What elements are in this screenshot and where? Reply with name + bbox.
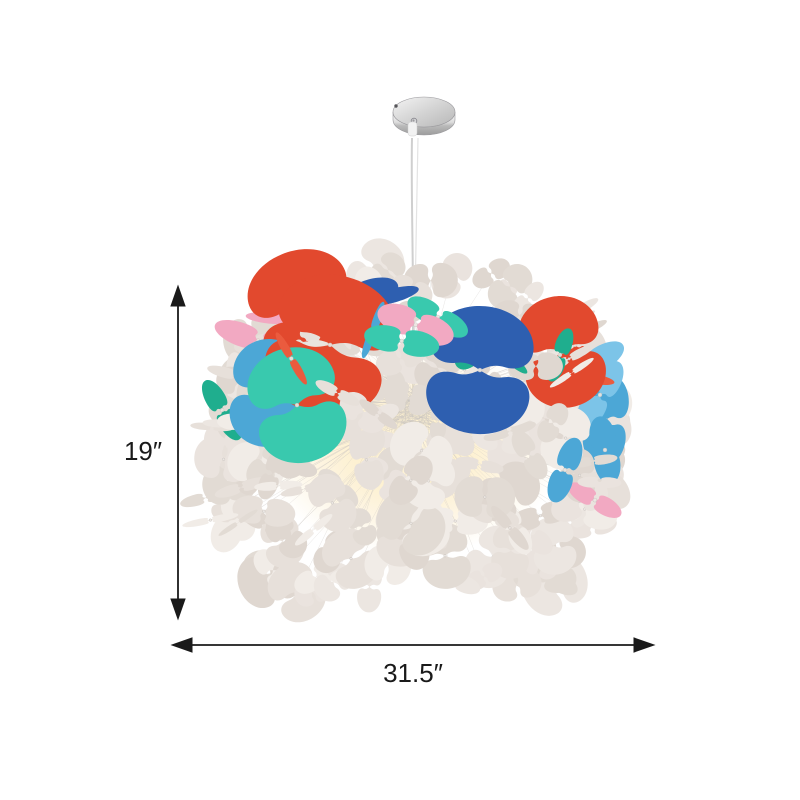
svg-text:19″: 19″ [124, 436, 162, 466]
svg-text:31.5″: 31.5″ [383, 658, 443, 688]
